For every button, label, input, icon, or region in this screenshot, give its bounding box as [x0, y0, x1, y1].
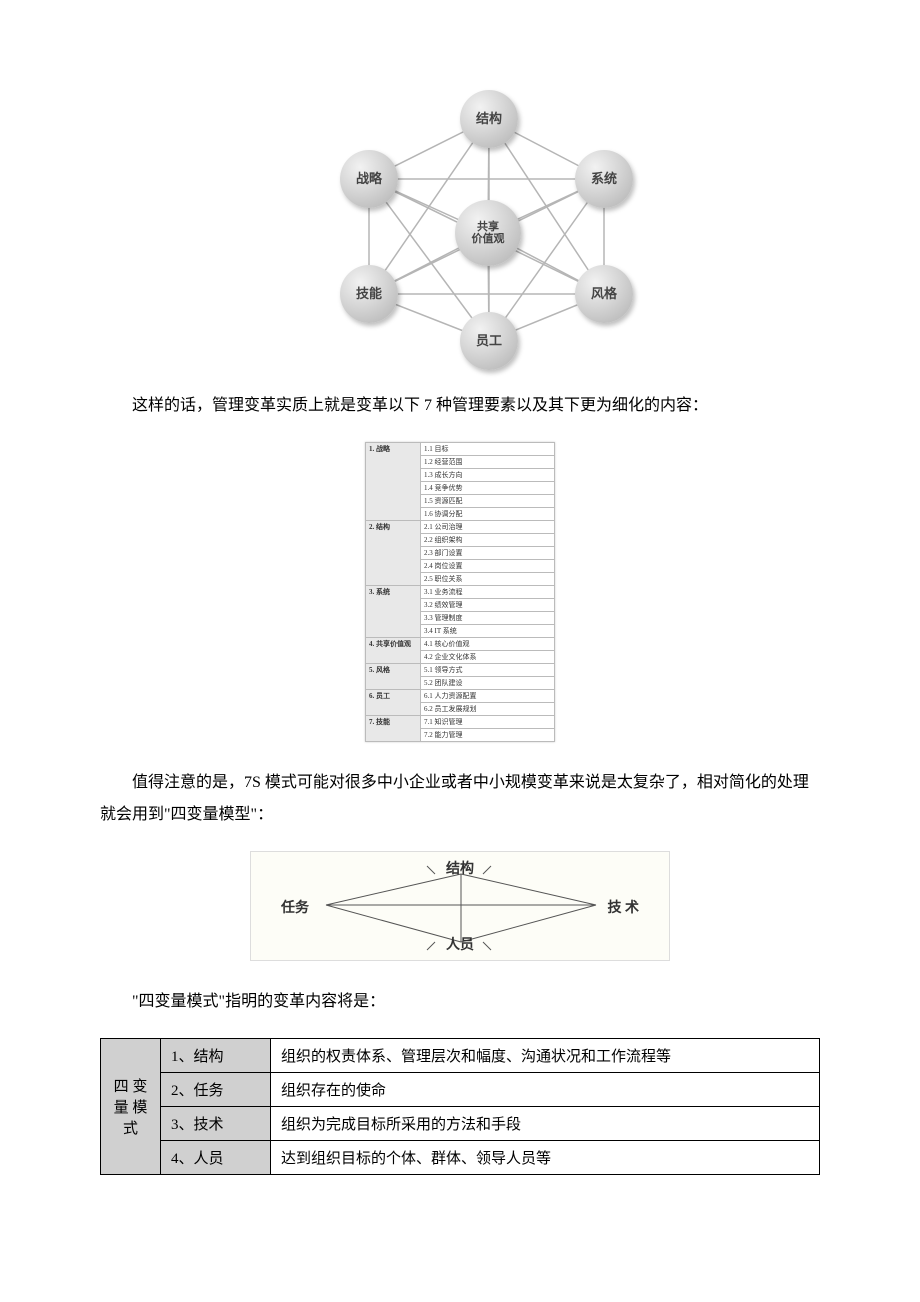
paragraph-2: 值得注意的是，7S 模式可能对很多中小企业或者中小规模变革来说是太复杂了，相对简… — [100, 767, 820, 831]
table-item: 2.2 组织架构 — [421, 534, 555, 547]
node-style: 风格 — [575, 265, 633, 323]
table-item: 6.1 人力资源配置 — [421, 690, 555, 703]
table-row-label: 3、技术 — [161, 1107, 271, 1141]
table-item: 1.5 资源匹配 — [421, 495, 555, 508]
table-row-desc: 达到组织目标的个体、群体、领导人员等 — [271, 1141, 820, 1175]
table-item: 3.3 管理制度 — [421, 612, 555, 625]
table-row-desc: 组织为完成目标所采用的方法和手段 — [271, 1107, 820, 1141]
table-item: 3.1 业务流程 — [421, 586, 555, 599]
table-item: 4.1 核心价值观 — [421, 638, 555, 651]
four-variable-table: 四 变量 模式1、结构组织的权责体系、管理层次和幅度、沟通状况和工作流程等2、任… — [100, 1038, 820, 1175]
table-category: 3. 系统 — [366, 586, 421, 638]
fv-node-task: 任务 — [281, 897, 309, 917]
table-category: 4. 共享价值观 — [366, 638, 421, 664]
seven-s-diagram: 结构战略系统技能风格员工共享价值观 — [300, 80, 620, 360]
table-row-desc: 组织的权责体系、管理层次和幅度、沟通状况和工作流程等 — [271, 1039, 820, 1073]
fv-node-tech: 技 术 — [608, 897, 640, 917]
table-item: 4.2 企业文化体系 — [421, 651, 555, 664]
table-row-desc: 组织存在的使命 — [271, 1073, 820, 1107]
seven-s-table: 1. 战略1.1 目标1.2 经营范围1.3 成长方向1.4 竞争优势1.5 资… — [365, 442, 555, 742]
table-item: 1.4 竞争优势 — [421, 482, 555, 495]
table-category: 6. 员工 — [366, 690, 421, 716]
node-shared: 共享价值观 — [455, 200, 521, 266]
table-item: 2.3 部门设置 — [421, 547, 555, 560]
table-item: 1.6 协调分配 — [421, 508, 555, 521]
node-strategy: 战略 — [340, 150, 398, 208]
fv-node-staff: 人员 — [446, 934, 474, 954]
table-category: 7. 技能 — [366, 716, 421, 742]
table-item: 6.2 员工发展规划 — [421, 703, 555, 716]
table-item: 7.1 知识管理 — [421, 716, 555, 729]
table-item: 3.4 IT 系统 — [421, 625, 555, 638]
table-category: 2. 结构 — [366, 521, 421, 586]
node-structure: 结构 — [460, 90, 518, 148]
node-staff: 员工 — [460, 312, 518, 370]
table-item: 1.3 成长方向 — [421, 469, 555, 482]
node-skills: 技能 — [340, 265, 398, 323]
table-item: 5.1 领导方式 — [421, 664, 555, 677]
table-row-label: 1、结构 — [161, 1039, 271, 1073]
table-row-label: 2、任务 — [161, 1073, 271, 1107]
table-rowhead: 四 变量 模式 — [101, 1039, 161, 1175]
table-row-label: 4、人员 — [161, 1141, 271, 1175]
table-item: 2.4 岗位设置 — [421, 560, 555, 573]
fv-node-structure: 结构 — [446, 858, 474, 878]
table-item: 2.1 公司治理 — [421, 521, 555, 534]
node-systems: 系统 — [575, 150, 633, 208]
table-item: 1.1 目标 — [421, 443, 555, 456]
table-item: 1.2 经营范围 — [421, 456, 555, 469]
four-variable-diagram: 结构 任务 技 术 人员 — [250, 851, 670, 961]
table-item: 5.2 团队建设 — [421, 677, 555, 690]
table-category: 1. 战略 — [366, 443, 421, 521]
table-item: 7.2 能力管理 — [421, 729, 555, 742]
table-item: 3.2 绩效管理 — [421, 599, 555, 612]
table-item: 2.5 职位关系 — [421, 573, 555, 586]
table-category: 5. 风格 — [366, 664, 421, 690]
paragraph-1: 这样的话，管理变革实质上就是变革以下 7 种管理要素以及其下更为细化的内容： — [100, 390, 820, 422]
paragraph-3: "四变量模式"指明的变革内容将是： — [100, 986, 820, 1018]
